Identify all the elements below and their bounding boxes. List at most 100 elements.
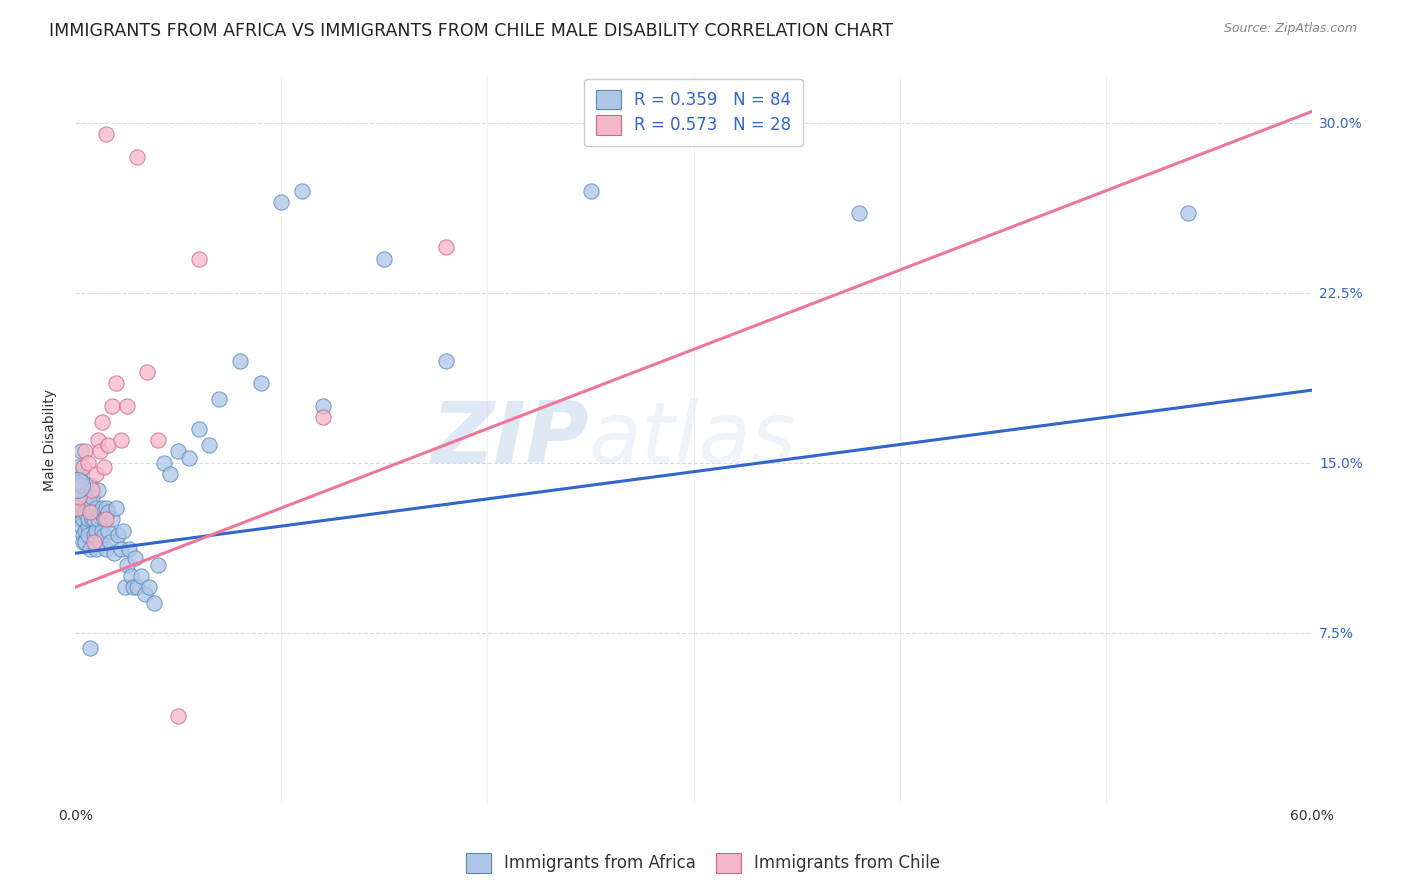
Y-axis label: Male Disability: Male Disability [44,389,58,491]
Point [125,580,148,594]
Point [93,512,115,526]
Legend: Immigrants from Africa, Immigrants from Chile: Immigrants from Africa, Immigrants from … [460,847,946,880]
Point [89,444,111,458]
Point [76,512,98,526]
Point [79,496,101,510]
Point [70,506,93,520]
Point [111,524,134,538]
Point [94,500,117,515]
Point [80,483,103,497]
Point [120,569,142,583]
Point [94,512,117,526]
Point [67,467,90,481]
Point [84,541,107,556]
Point [270,195,292,210]
Point [66,478,89,492]
Point [134,587,156,601]
Point [579,184,602,198]
Point [122,580,145,594]
Point [75,490,97,504]
Point [79,641,101,656]
Point [229,353,252,368]
Point [66,490,89,504]
Legend: R = 0.359   N = 84, R = 0.573   N = 28: R = 0.359 N = 84, R = 0.573 N = 28 [585,78,803,146]
Point [129,569,152,583]
Point [91,500,114,515]
Point [67,500,90,515]
Point [94,127,117,141]
Point [66,500,89,515]
Point [75,444,97,458]
Point [75,506,97,520]
Point [89,535,111,549]
Point [70,496,93,510]
Point [91,524,114,538]
Text: Source: ZipAtlas.com: Source: ZipAtlas.com [1223,22,1357,36]
Point [105,500,128,515]
Point [67,483,90,497]
Point [124,550,146,565]
Point [198,437,221,451]
Point [115,558,138,572]
Point [72,535,94,549]
Point [101,512,124,526]
Point [167,444,190,458]
Point [84,524,107,538]
Point [373,252,395,266]
Point [249,376,271,391]
Point [136,365,159,379]
Point [94,541,117,556]
Point [80,490,103,504]
Point [97,524,120,538]
Point [70,478,93,492]
Point [138,580,160,594]
Point [146,558,169,572]
Point [103,546,125,560]
Point [110,541,132,556]
Text: ZIP: ZIP [430,399,589,482]
Point [848,206,870,220]
Point [146,433,169,447]
Point [291,184,314,198]
Point [67,512,90,526]
Text: IMMIGRANTS FROM AFRICA VS IMMIGRANTS FROM CHILE MALE DISABILITY CORRELATION CHAR: IMMIGRANTS FROM AFRICA VS IMMIGRANTS FRO… [49,22,893,40]
Point [125,150,148,164]
Point [87,433,110,447]
Point [187,422,209,436]
Point [434,353,457,368]
Point [87,483,110,497]
Point [75,535,97,549]
Point [311,399,333,413]
Point [87,512,110,526]
Point [75,524,97,538]
Point [67,490,90,504]
Point [79,506,101,520]
Point [72,460,94,475]
Point [97,506,120,520]
Point [79,478,101,492]
Point [89,506,111,520]
Point [101,399,124,413]
Point [311,410,333,425]
Point [93,528,115,542]
Point [1177,206,1199,220]
Point [114,580,136,594]
Point [118,541,141,556]
Point [83,528,105,542]
Point [177,451,200,466]
Point [84,500,107,515]
Point [70,474,93,488]
Point [70,519,93,533]
Point [84,467,107,481]
Text: atlas: atlas [589,399,796,482]
Point [72,512,94,526]
Point [434,240,457,254]
Point [70,444,93,458]
Point [66,478,89,492]
Point [76,519,98,533]
Point [72,500,94,515]
Point [115,399,138,413]
Point [93,460,115,475]
Point [153,456,176,470]
Point [76,528,98,542]
